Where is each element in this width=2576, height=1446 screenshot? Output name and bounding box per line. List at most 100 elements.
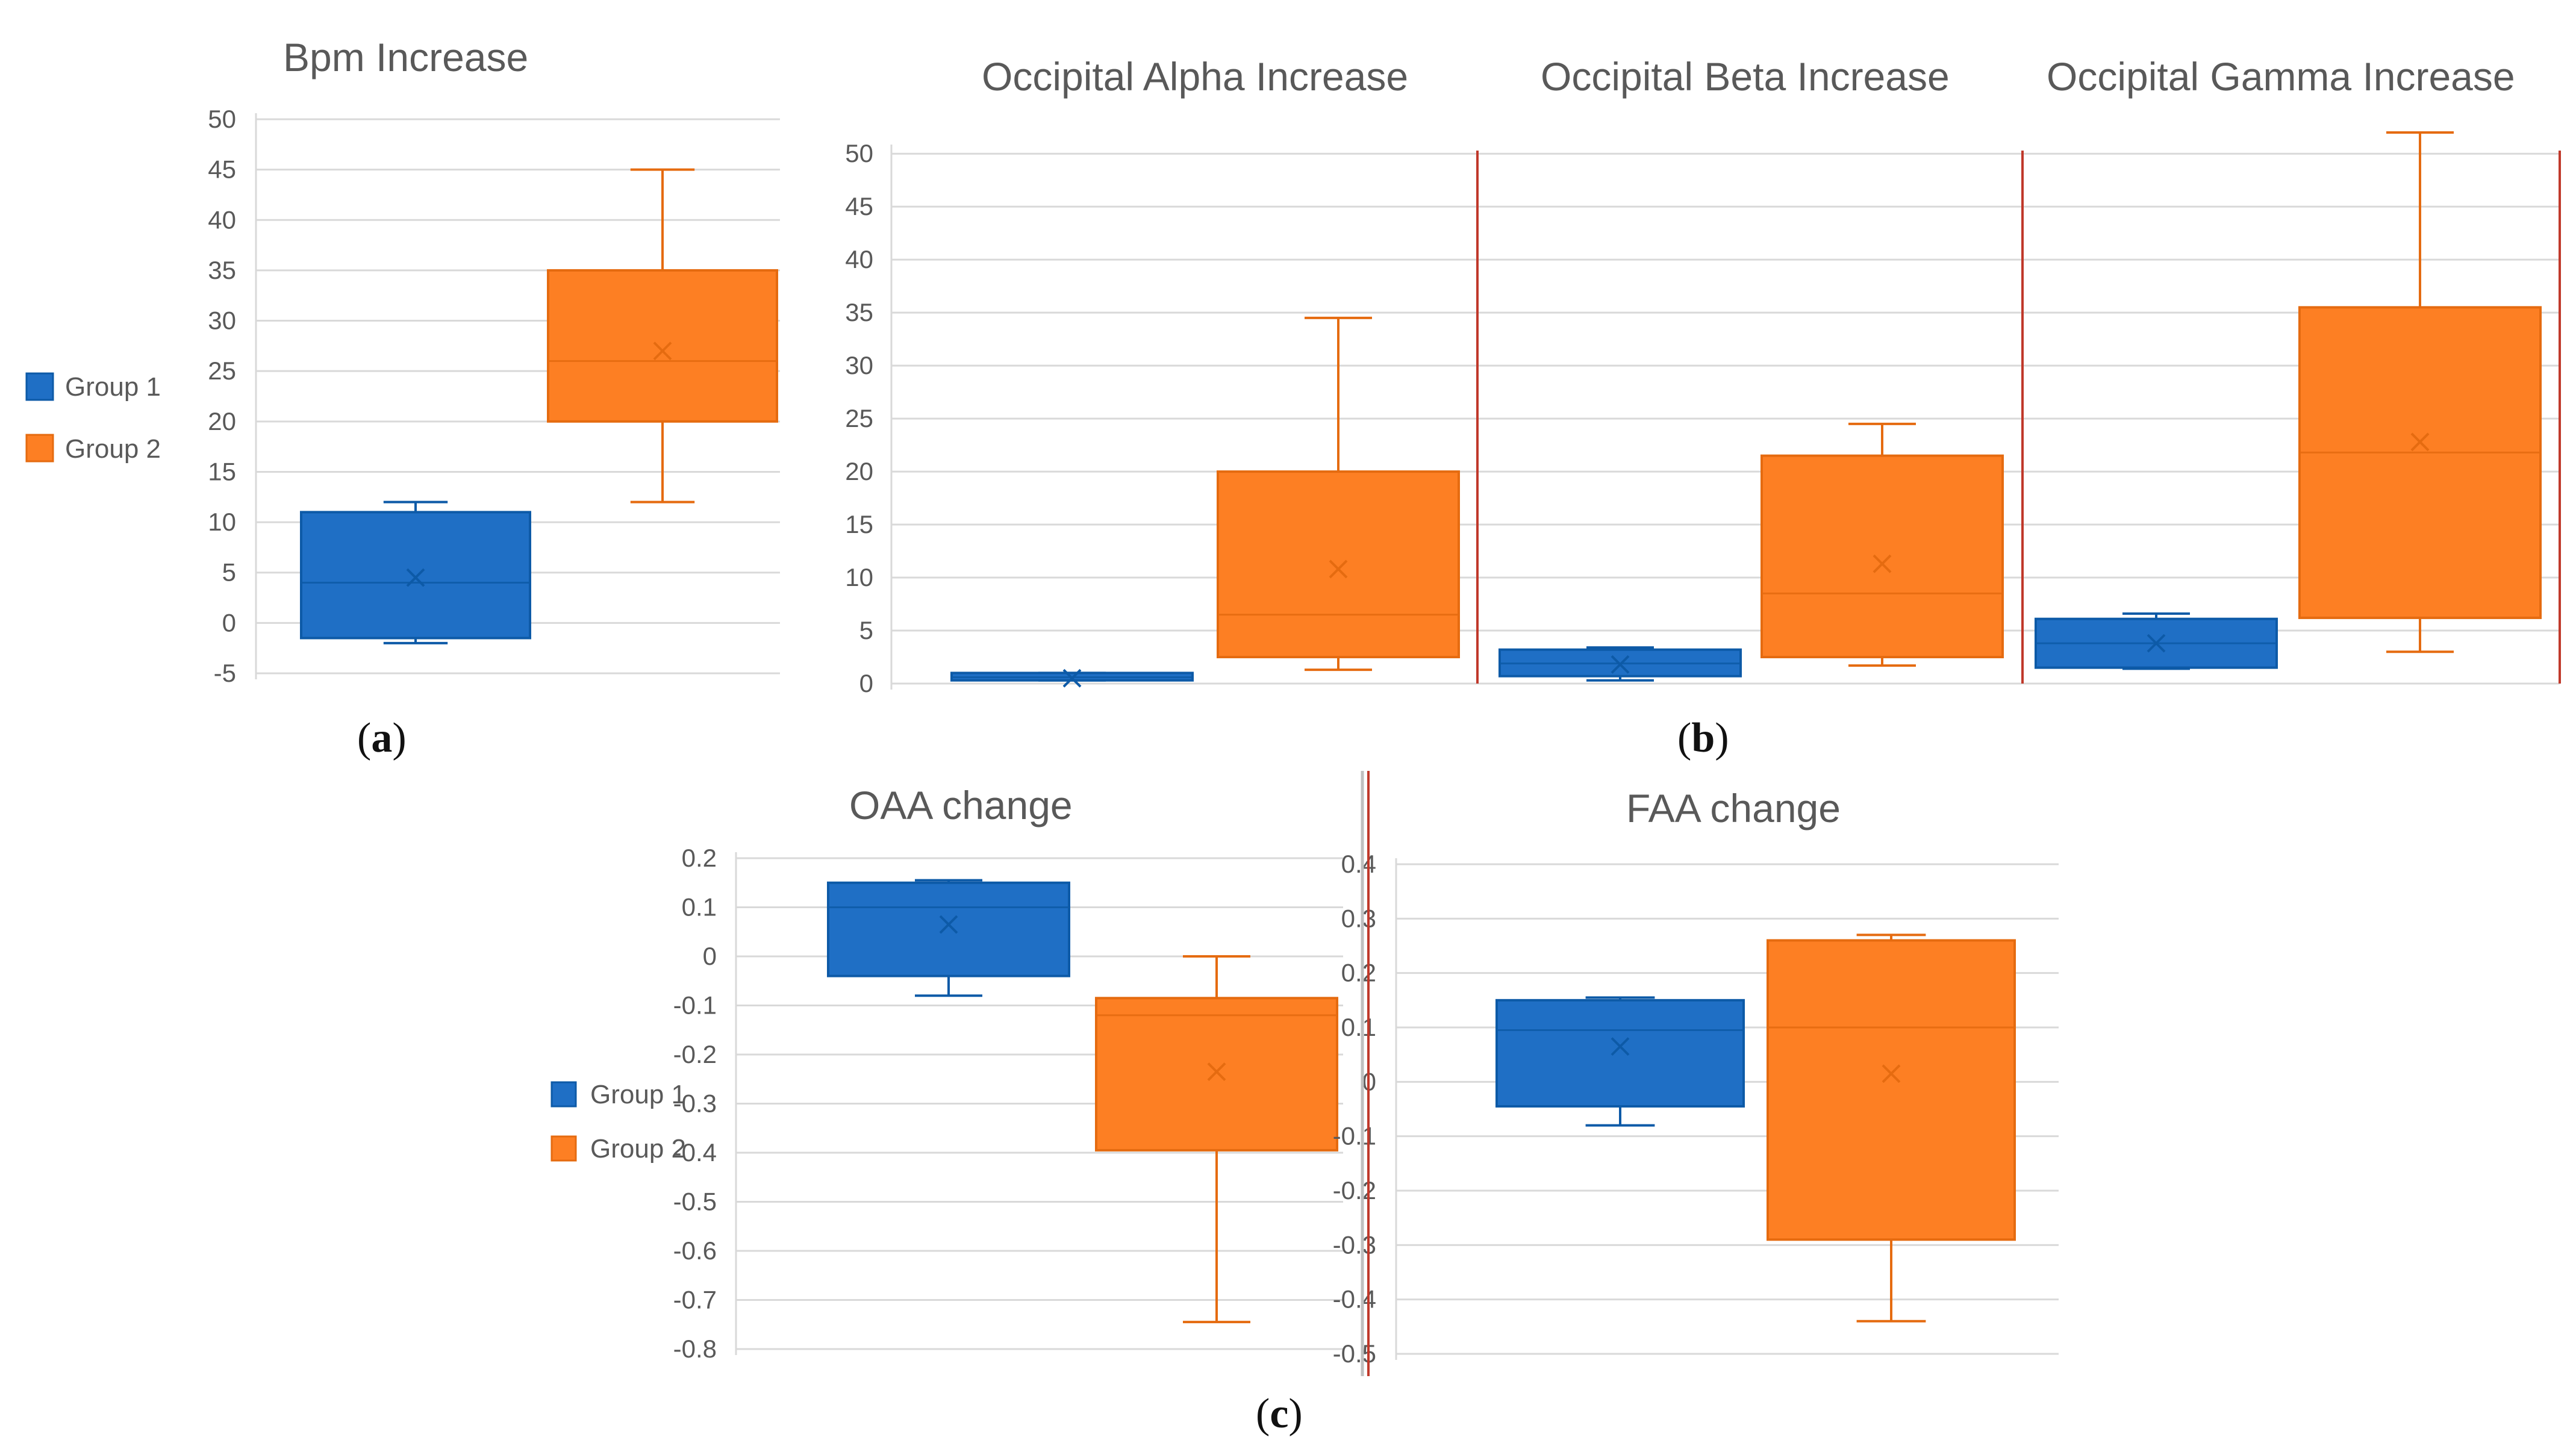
oaa-box-group1: [827, 879, 1070, 997]
plot-oaa: 0.2 0.1 0 -0.1 -0.2 -0.3 -0.4 -0.5 -0.6 -0.7 -0.8: [673, 844, 1343, 1363]
faa-ytick-label: -0.5: [1333, 1339, 1376, 1368]
panel-label-a-close: ): [392, 715, 406, 761]
beta-box: [1760, 454, 2004, 659]
alpha-ytick-label: 45: [845, 192, 873, 220]
title-beta: Occipital Beta Increase: [1541, 54, 1950, 99]
oaa-ytick-label: -0.5: [673, 1188, 717, 1216]
alpha-ytick-label: 10: [845, 563, 873, 591]
panel-label-b-open: (: [1677, 715, 1691, 761]
faa-ytick-label: -0.2: [1333, 1176, 1376, 1204]
bpm-ytick-label: 10: [208, 508, 236, 536]
faa-ytick-label: -0.4: [1333, 1285, 1376, 1314]
bpm-ytick-label: 45: [208, 155, 236, 184]
alpha-box-group1: [950, 668, 1194, 688]
alpha-mean-marker-b: [1329, 559, 1348, 579]
panel-label-b: (b): [1677, 715, 1729, 761]
faa-ytick-label: 0.4: [1341, 850, 1376, 878]
oaa-ytick-label: -0.1: [673, 991, 717, 1020]
faa-ytick-label: 0.3: [1341, 904, 1376, 932]
bpm-mean-marker-b: [653, 341, 672, 361]
oaa-mean-marker-b: [939, 915, 958, 934]
bpm-ytick-label: 15: [208, 457, 236, 485]
alpha-ytick-label: 20: [845, 457, 873, 485]
plot-faa: 0.40.30.20.10-0.1-0.2-0.3-0.4-0.5: [1333, 850, 2059, 1368]
alpha-ytick-label: 15: [845, 510, 873, 538]
oaa-ytick-label: -0.4: [673, 1138, 717, 1167]
faa-mean-marker-b: [1611, 1037, 1630, 1056]
legend-bottom-swatch-group2: [550, 1135, 577, 1162]
oaa-box: [827, 881, 1070, 977]
panel-label-c-letter: c: [1270, 1391, 1288, 1437]
faa-box-group1: [1495, 996, 1745, 1127]
oaa-ytick-label: -0.6: [673, 1236, 717, 1265]
faa-ytick-label: -0.1: [1333, 1122, 1376, 1150]
plot-gamma: [2022, 131, 2560, 685]
alpha-ytick-label: 35: [845, 298, 873, 326]
title-bpm: Bpm Increase: [283, 35, 528, 79]
beta-box-group2: [1760, 422, 2004, 667]
faa-ytick-label: -0.3: [1333, 1230, 1376, 1259]
bpm-ytick-label: 25: [208, 357, 236, 385]
bpm-box: [547, 269, 778, 423]
beta-mean-marker-b: [1873, 554, 1892, 573]
oaa-ytick-label: -0.2: [673, 1040, 717, 1068]
alpha-ytick-label: 5: [859, 616, 873, 644]
faa-box: [1495, 999, 1745, 1108]
alpha-ytick-label: 40: [845, 245, 873, 273]
gamma-box-group2: [2298, 131, 2542, 653]
bpm-ytick-label: 5: [222, 558, 236, 587]
bpm-box-group1: [300, 500, 531, 644]
alpha-ytick-label: 50: [845, 139, 873, 167]
bpm-ytick-label: -5: [214, 659, 236, 687]
title-oaa: OAA change: [849, 783, 1073, 827]
plot-alpha: 0 5 10 15 20 25 30 35 40 45 50: [845, 139, 1477, 697]
alpha-box: [1217, 470, 1460, 659]
gamma-box-group1: [2035, 612, 2278, 670]
faa-mean-marker-b: [1882, 1064, 1901, 1083]
beta-mean-marker-b: [1611, 655, 1630, 674]
panel-label-a: (a): [357, 715, 407, 761]
bpm-ytick-label: 20: [208, 407, 236, 435]
gamma-box: [2298, 306, 2542, 619]
faa-box-group2: [1767, 933, 2016, 1323]
panel-label-c-close: ): [1288, 1391, 1302, 1437]
oaa-ytick-label: 0: [703, 942, 717, 970]
faa-box: [1767, 939, 2016, 1241]
oaa-ytick-label: 0.2: [682, 844, 717, 872]
legend-top-label-group1: Group 1: [65, 372, 161, 402]
beta-box-group1: [1499, 646, 1742, 682]
faa-ytick-label: 0.1: [1341, 1013, 1376, 1041]
alpha-box-group2: [1217, 316, 1460, 672]
alpha-ytick-label: 25: [845, 404, 873, 432]
panel-label-b-close: ): [1715, 715, 1729, 761]
panel-label-a-letter: a: [371, 715, 392, 761]
alpha-mean-marker-b: [1062, 668, 1082, 688]
oaa-ytick-label: -0.3: [673, 1089, 717, 1118]
legend-bottom: Group 1 Group 2: [550, 1080, 686, 1164]
bpm-ytick-label: 30: [208, 307, 236, 335]
bpm-ytick-label: 35: [208, 256, 236, 284]
title-gamma: Occipital Gamma Increase: [2047, 54, 2515, 99]
legend-top: Group 1 Group 2: [25, 372, 161, 464]
gamma-mean-marker-b: [2410, 432, 2430, 452]
panel-label-b-letter: b: [1691, 715, 1715, 761]
legend-bottom-label-group1: Group 1: [590, 1080, 686, 1109]
panel-label-c-open: (: [1256, 1391, 1270, 1437]
alpha-ytick-label: 0: [859, 669, 873, 697]
oaa-box: [1095, 997, 1338, 1152]
oaa-ytick-label: 0.1: [682, 893, 717, 921]
oaa-ytick-label: -0.8: [673, 1335, 717, 1363]
legend-bottom-swatch-group1: [550, 1081, 577, 1108]
title-faa: FAA change: [1626, 786, 1841, 831]
legend-top-swatch-group1: [25, 372, 54, 401]
legend-bottom-label-group2: Group 2: [590, 1134, 686, 1164]
bpm-box-group2: [547, 168, 778, 503]
oaa-box-group2: [1095, 955, 1338, 1324]
faa-ytick-label: 0.2: [1341, 959, 1376, 987]
plot-beta: [1477, 152, 2022, 685]
bpm-ytick-label: 50: [208, 105, 236, 133]
legend-top-swatch-group2: [25, 434, 54, 463]
bpm-ytick-label: 0: [222, 608, 236, 637]
bpm-box: [300, 511, 531, 640]
